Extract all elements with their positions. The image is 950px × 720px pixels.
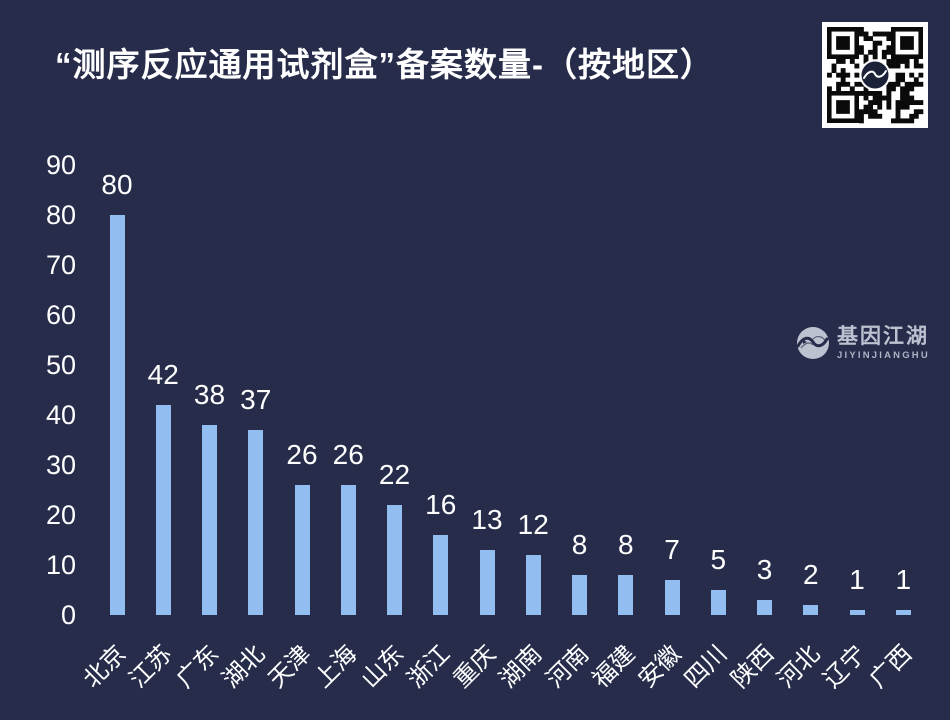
x-axis-category-label: 广西	[864, 640, 918, 694]
x-axis-category-label: 陕西	[725, 640, 779, 694]
bar-value-label: 37	[240, 384, 272, 415]
x-axis-category-label: 上海	[309, 640, 363, 694]
x-axis-category-label: 山东	[355, 640, 409, 694]
x-axis-category-label: 浙江	[402, 640, 456, 694]
bar	[294, 485, 310, 615]
bar-value-label: 1	[895, 564, 912, 595]
x-axis-category-label: 天津	[263, 640, 317, 694]
x-axis-category-label: 安徽	[633, 640, 687, 694]
y-axis-tick-label: 0	[60, 600, 76, 630]
y-axis-tick-label: 70	[45, 250, 76, 280]
bar-value-label: 13	[471, 504, 503, 535]
bar-value-label: 8	[571, 529, 588, 560]
bar-value-label: 26	[332, 439, 364, 470]
bar	[618, 575, 634, 615]
x-axis-category-label: 湖北	[217, 640, 271, 694]
x-axis-category-label: 河南	[540, 640, 594, 694]
brand-name: 基因江湖	[837, 325, 929, 348]
y-axis-tick-label: 80	[45, 200, 76, 230]
bar	[433, 535, 449, 615]
x-axis-category-label: 辽宁	[818, 640, 872, 694]
bar	[525, 555, 541, 615]
bar	[387, 505, 402, 615]
y-axis-tick-label: 40	[45, 400, 76, 430]
y-axis-tick-label: 50	[45, 350, 76, 380]
bar	[803, 605, 819, 615]
y-axis-tick-label: 10	[45, 550, 76, 580]
x-axis-category-label: 北京	[78, 640, 132, 694]
x-axis-category-label: 福建	[587, 640, 641, 694]
bar	[340, 485, 356, 615]
bar-value-label: 7	[664, 534, 680, 565]
bar-value-label: 22	[378, 459, 411, 490]
bar	[757, 600, 772, 615]
bar-value-label: 12	[517, 509, 549, 540]
bar	[710, 590, 726, 615]
y-axis-tick-label: 20	[45, 500, 76, 530]
bar-value-label: 3	[756, 554, 773, 585]
y-axis-tick-label: 60	[45, 300, 76, 330]
x-axis-category-label: 湖南	[494, 640, 548, 694]
bar-value-label: 5	[710, 544, 727, 575]
bar-value-label: 8	[617, 529, 634, 560]
bar-value-label: 26	[286, 439, 318, 470]
bar	[109, 215, 125, 615]
brand-logo-icon	[796, 327, 829, 360]
bar-value-label: 1	[849, 564, 865, 595]
bar	[849, 610, 865, 615]
bar	[895, 610, 911, 615]
bar-value-label: 42	[147, 359, 179, 390]
brand-watermark: 基因江湖 JIYINJIANGHU	[796, 326, 930, 361]
x-axis-category-label: 重庆	[448, 640, 502, 694]
bar-value-label: 38	[193, 379, 226, 410]
y-axis-tick-label: 30	[45, 450, 76, 480]
brand-subtitle: JIYINJIANGHU	[837, 350, 930, 361]
bar	[664, 580, 680, 615]
x-axis-category-label: 广东	[170, 640, 224, 694]
x-axis-category-label: 江苏	[124, 640, 178, 694]
bar-value-label: 16	[425, 489, 457, 520]
bar	[248, 430, 264, 615]
bar	[572, 575, 587, 615]
bar	[202, 425, 217, 615]
bar-value-label: 2	[802, 559, 819, 590]
x-axis-category-label: 四川	[679, 640, 733, 694]
bar	[155, 405, 171, 615]
bar	[479, 550, 495, 615]
bar-value-label: 80	[101, 169, 133, 200]
chart-title: “测序反应通用试剂盒”备案数量-（按地区）	[55, 46, 714, 83]
qr-code-icon	[822, 22, 928, 128]
x-axis-category-label: 河北	[772, 640, 826, 694]
y-axis-tick-label: 90	[45, 150, 76, 180]
